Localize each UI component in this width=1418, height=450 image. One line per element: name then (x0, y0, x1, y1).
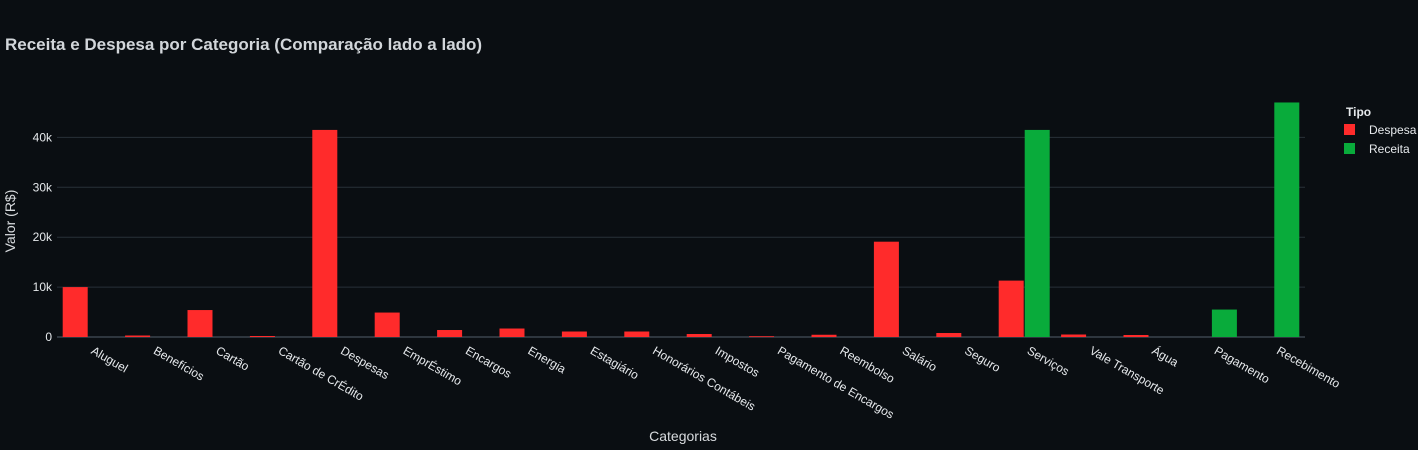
x-tick-label: Honorários Contábeis (650, 343, 758, 413)
bar-despesa[interactable] (187, 310, 213, 337)
legend-swatch-despesa[interactable] (1344, 124, 1355, 135)
bar-despesa[interactable] (499, 328, 525, 337)
x-tick-label: Pagamento (1212, 343, 1272, 386)
y-tick-labels: 0 10k 20k 30k 40k (33, 130, 53, 344)
bar-despesa[interactable] (998, 280, 1024, 337)
x-tick-label: Encargos (463, 343, 514, 380)
bars-layer (62, 102, 1300, 338)
legend-label-receita[interactable]: Receita (1369, 142, 1410, 156)
bar-receita[interactable] (1211, 309, 1237, 337)
x-tick-label: Benefícios (151, 343, 207, 383)
x-tick-label: Seguro (962, 343, 1003, 375)
chart-title: Receita e Despesa por Categoria (Compara… (5, 35, 482, 54)
x-tick-label: Serviços (1025, 343, 1072, 378)
y-tick-label: 40k (33, 130, 53, 144)
x-tick-label: Aluguel (89, 343, 131, 375)
x-tick-label: Água (1150, 343, 1182, 370)
x-tick-label: Cartão (214, 343, 252, 373)
bar-despesa[interactable] (374, 312, 400, 337)
bar-despesa[interactable] (936, 333, 962, 337)
bar-despesa[interactable] (1061, 334, 1087, 337)
bar-despesa[interactable] (312, 129, 338, 337)
x-axis-label: Categorias (649, 428, 717, 444)
y-tick-label: 20k (33, 230, 53, 244)
bar-despesa[interactable] (873, 241, 899, 337)
bar-despesa[interactable] (811, 334, 837, 337)
x-tick-label: Estagiário (588, 343, 641, 382)
y-tick-label: 10k (33, 280, 53, 294)
bar-despesa[interactable] (749, 336, 775, 338)
legend: Tipo Despesa Receita (1344, 105, 1417, 156)
x-tick-label: EmprÉstimo (401, 343, 465, 389)
legend-swatch-receita[interactable] (1344, 143, 1355, 154)
bar-despesa[interactable] (686, 334, 712, 337)
y-tick-label: 0 (45, 330, 52, 344)
legend-label-despesa[interactable]: Despesa (1369, 123, 1417, 137)
x-tick-label: Energia (526, 343, 569, 376)
bar-receita[interactable] (1274, 102, 1300, 337)
x-tick-label: Despesas (338, 343, 391, 382)
bar-despesa[interactable] (437, 330, 463, 337)
bar-despesa[interactable] (125, 335, 151, 337)
bar-despesa[interactable] (561, 331, 587, 337)
x-tick-label: Impostos (713, 343, 762, 379)
bar-despesa[interactable] (62, 287, 88, 337)
bar-receita[interactable] (1024, 129, 1050, 337)
x-tick-label: Recebimento (1274, 343, 1343, 391)
x-tick-labels: Aluguel Benefícios Cartão Cartão de CrÉdito… (89, 343, 1343, 422)
grid-layer (57, 136, 1305, 338)
legend-title: Tipo (1346, 105, 1371, 119)
y-axis-label: Valor (R$) (2, 190, 18, 253)
x-tick-label: Pagamento de Encargos (775, 343, 896, 421)
x-tick-label: Salário (900, 343, 940, 374)
legend-items: Despesa Receita (1344, 123, 1417, 156)
bar-despesa[interactable] (1123, 335, 1149, 337)
y-tick-label: 30k (33, 180, 53, 194)
bar-despesa[interactable] (624, 331, 650, 337)
bar-despesa[interactable] (249, 336, 275, 337)
